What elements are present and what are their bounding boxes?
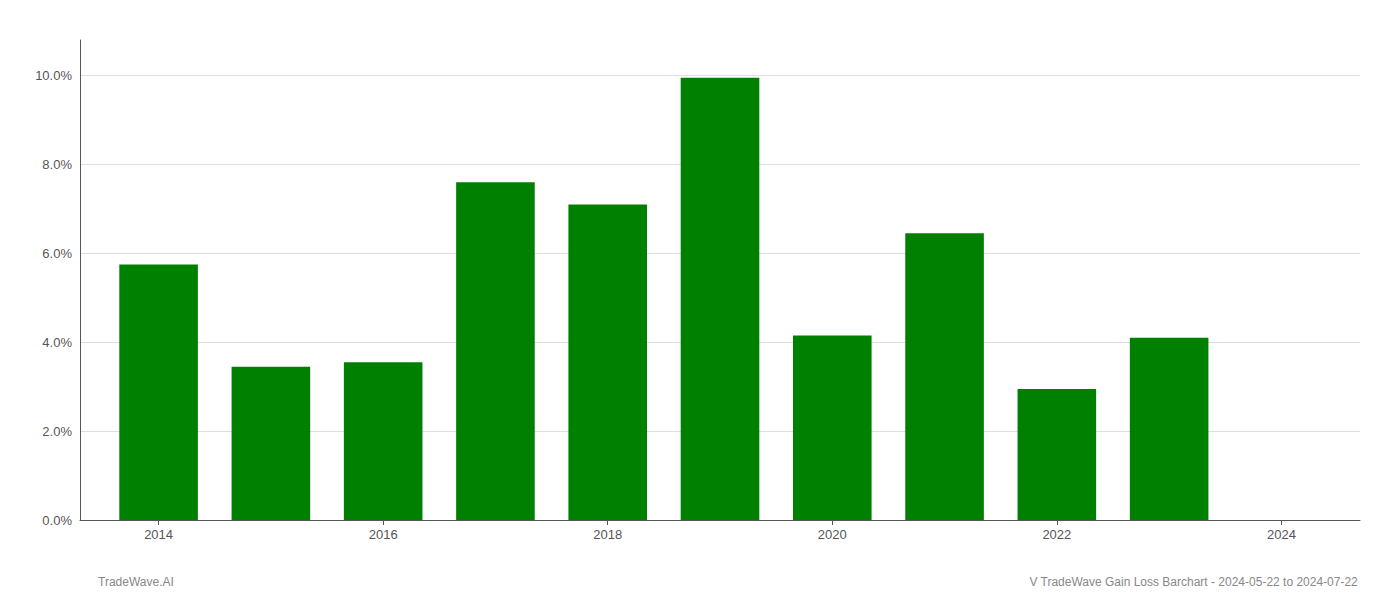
- svg-text:2022: 2022: [1042, 527, 1071, 542]
- svg-text:2014: 2014: [144, 527, 173, 542]
- svg-text:2018: 2018: [593, 527, 622, 542]
- svg-text:6.0%: 6.0%: [42, 246, 72, 261]
- svg-text:0.0%: 0.0%: [42, 513, 72, 528]
- svg-text:10.0%: 10.0%: [35, 68, 72, 83]
- svg-text:TradeWave.AI: TradeWave.AI: [98, 575, 174, 589]
- svg-text:2024: 2024: [1267, 527, 1296, 542]
- svg-text:2016: 2016: [369, 527, 398, 542]
- svg-text:V TradeWave Gain Loss Barchart: V TradeWave Gain Loss Barchart - 2024-05…: [1029, 575, 1358, 589]
- svg-text:4.0%: 4.0%: [42, 335, 72, 350]
- svg-text:2.0%: 2.0%: [42, 424, 72, 439]
- svg-text:2020: 2020: [818, 527, 847, 542]
- svg-text:8.0%: 8.0%: [42, 157, 72, 172]
